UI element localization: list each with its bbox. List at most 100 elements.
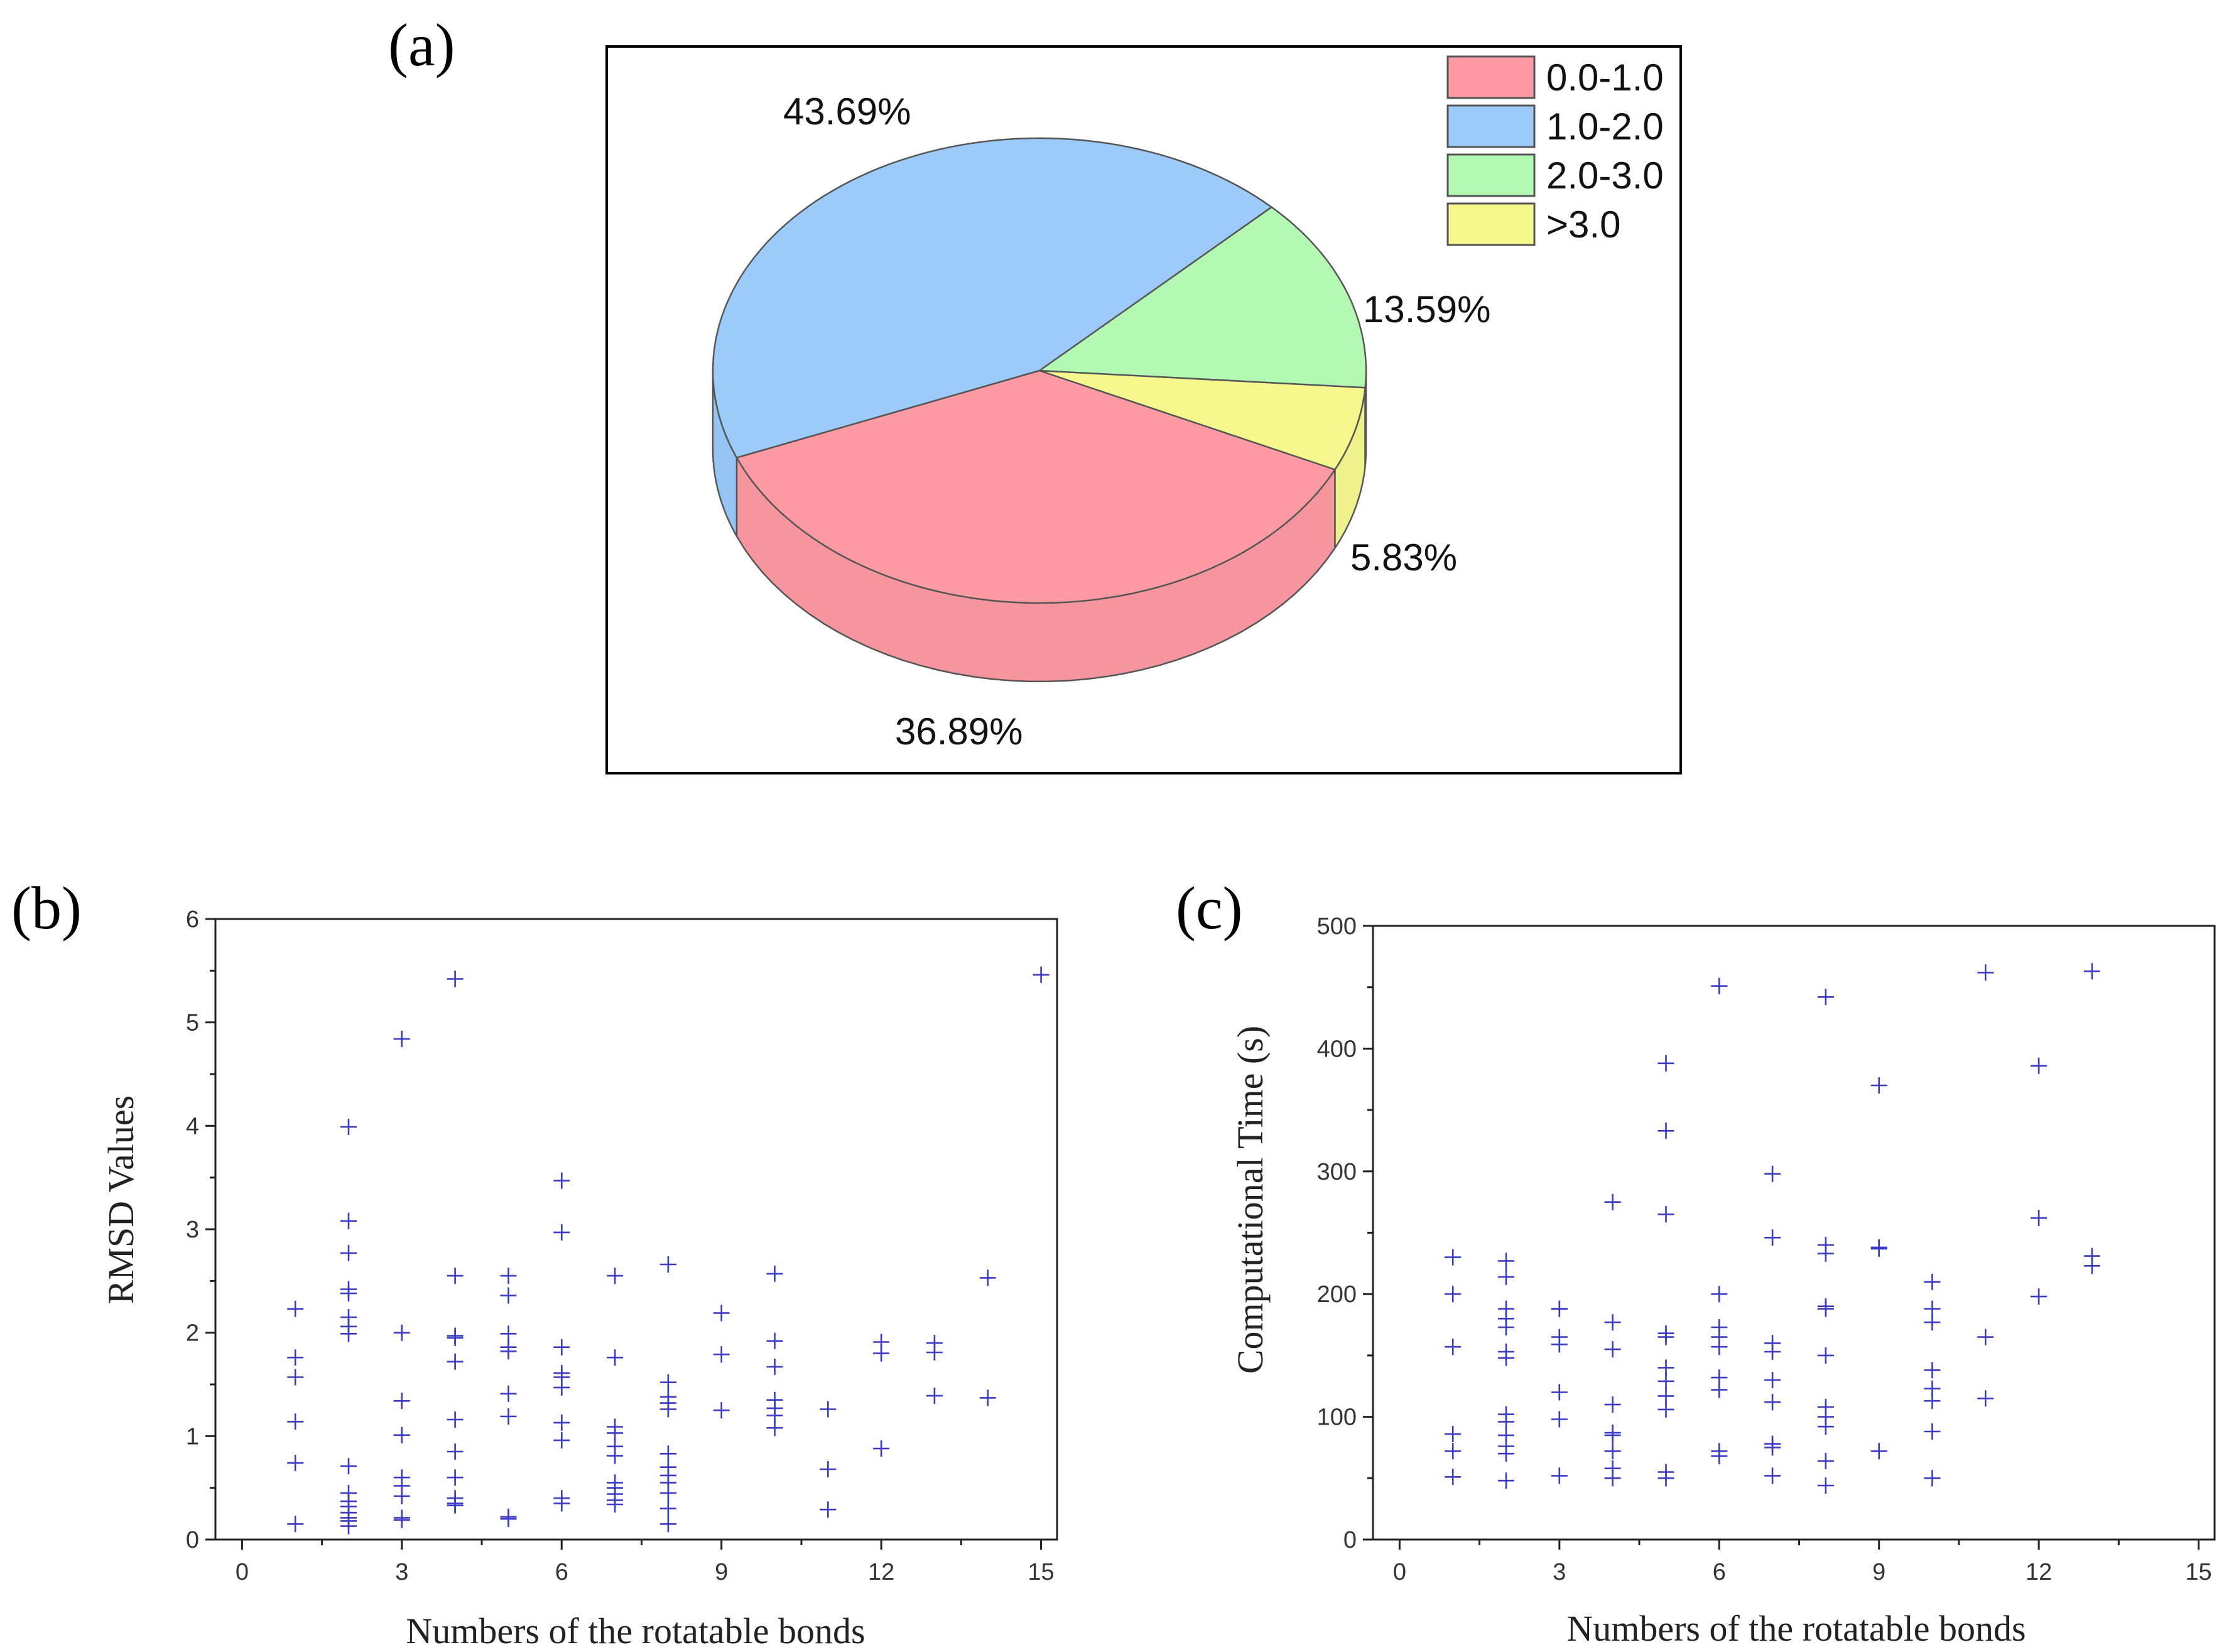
data-point (393, 1393, 410, 1410)
data-point (287, 1349, 304, 1366)
y-tick-label: 0 (186, 1527, 199, 1553)
data-point (340, 1458, 357, 1475)
data-point (447, 1443, 464, 1460)
data-point (1817, 1452, 1834, 1469)
y-tick-label: 2 (186, 1320, 199, 1347)
legend-label-2-3: 2.0-3.0 (1546, 155, 1664, 197)
x-tick-label: 15 (1028, 1559, 1054, 1585)
data-point (1711, 1339, 1728, 1356)
data-point (1445, 1469, 1462, 1486)
points-b (287, 966, 1050, 1535)
data-point (1817, 1477, 1834, 1494)
data-point (1817, 1418, 1834, 1435)
data-point (1604, 1470, 1621, 1487)
data-point (1498, 1253, 1514, 1269)
data-point (1711, 1448, 1728, 1465)
data-point (393, 1031, 410, 1047)
data-point (393, 1487, 410, 1504)
data-point (659, 1484, 676, 1501)
x-tick-label: 6 (1713, 1559, 1726, 1585)
data-point (1657, 1401, 1674, 1418)
data-point (1870, 1239, 1887, 1256)
y-tick-label: 4 (186, 1113, 199, 1139)
data-point (1551, 1467, 1568, 1484)
data-point (766, 1420, 783, 1437)
data-point (820, 1501, 837, 1518)
data-point (1551, 1384, 1568, 1401)
data-point (659, 1374, 676, 1391)
data-point (1817, 989, 1834, 1006)
data-point (553, 1414, 570, 1431)
data-point (1764, 1344, 1781, 1360)
data-point (1033, 966, 1050, 983)
data-point (659, 1256, 676, 1273)
data-point (287, 1369, 304, 1386)
y-tick-label: 3 (186, 1217, 199, 1243)
data-point (1764, 1439, 1781, 1456)
data-point (1498, 1268, 1514, 1285)
y-axis-title-b: RMSD Values (100, 1095, 141, 1304)
data-point (553, 1432, 570, 1448)
panel-a-pie-chart: (a) 43.69% 13.59% 5.83% 36.89% 0.0-1.0 1… (388, 11, 1682, 774)
y-tick-label: 100 (1317, 1405, 1357, 1431)
data-point (1817, 1237, 1834, 1253)
pie-value-label-gt3: 5.83% (1350, 536, 1457, 579)
data-point (1924, 1273, 1941, 1290)
legend-label-0-1: 0.0-1.0 (1546, 57, 1664, 99)
data-point (500, 1408, 517, 1425)
panel-c-scatter-time: (c) 0 3 6 9 12 15 0 100 200 300 400 500 Numbers of … (1176, 874, 2216, 1649)
data-point (393, 1426, 410, 1443)
y-axis-title-c: Computational Time (s) (1230, 1026, 1271, 1374)
data-point (1657, 1372, 1674, 1389)
data-point (1551, 1300, 1568, 1317)
data-point (1604, 1443, 1621, 1460)
data-point (447, 1469, 464, 1486)
data-point (340, 1285, 357, 1302)
data-point (1870, 1077, 1887, 1094)
data-point (1445, 1249, 1462, 1266)
data-point (2083, 1258, 2100, 1274)
data-point (713, 1402, 730, 1419)
pie-value-label-1-2: 43.69% (783, 90, 911, 133)
data-point (553, 1224, 570, 1241)
data-point (1657, 1206, 1674, 1223)
data-point (500, 1343, 517, 1360)
y-tick-label: 5 (186, 1010, 199, 1036)
data-point (2083, 963, 2100, 980)
data-point (873, 1440, 890, 1457)
data-point (713, 1305, 730, 1322)
data-point (1445, 1286, 1462, 1303)
data-point (2031, 1210, 2048, 1227)
data-point (1604, 1341, 1621, 1358)
legend-swatch-1-2 (1446, 104, 1536, 148)
legend-label-gt3: >3.0 (1546, 204, 1620, 246)
data-point (1924, 1423, 1941, 1440)
data-point (500, 1385, 517, 1402)
x-tick-label: 0 (236, 1559, 249, 1585)
data-point (1711, 977, 1728, 994)
data-point (553, 1379, 570, 1396)
data-point (447, 1353, 464, 1370)
data-point (1445, 1443, 1462, 1460)
data-point (607, 1268, 624, 1285)
data-point (820, 1461, 837, 1477)
data-point (287, 1455, 304, 1472)
y-tick-label: 500 (1317, 913, 1357, 940)
data-point (287, 1413, 304, 1430)
data-point (340, 1119, 357, 1135)
x-tick-label: 3 (395, 1559, 408, 1585)
legend-swatch-2-3 (1446, 153, 1536, 197)
data-point (873, 1345, 890, 1362)
data-point (2031, 1057, 2048, 1074)
data-point (1924, 1470, 1941, 1487)
panel-a-label: (a) (388, 11, 455, 79)
data-point (340, 1325, 357, 1342)
data-point (1551, 1411, 1568, 1428)
data-point (447, 970, 464, 987)
data-point (1604, 1193, 1621, 1210)
y-tick-label: 400 (1317, 1036, 1357, 1062)
data-point (553, 1172, 570, 1189)
data-point (979, 1389, 996, 1406)
